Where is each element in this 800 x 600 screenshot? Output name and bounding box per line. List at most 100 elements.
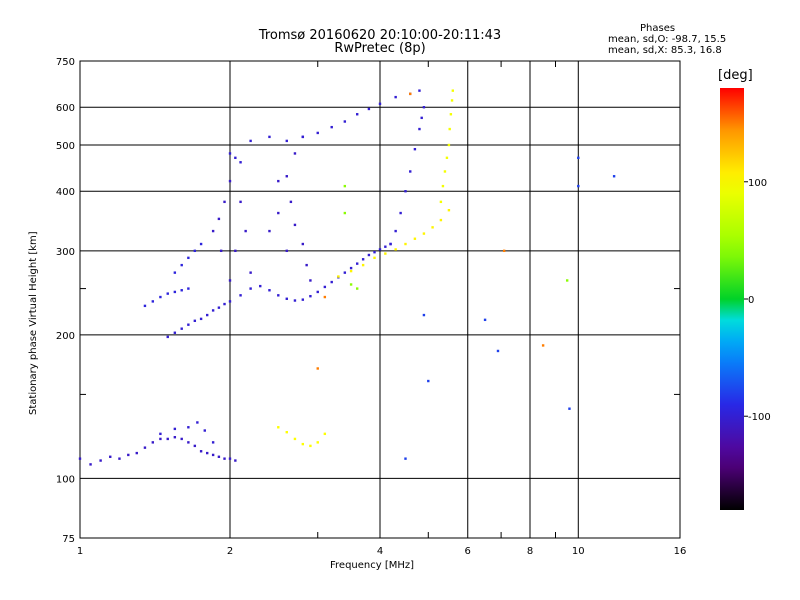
data-point <box>309 279 312 282</box>
data-point <box>293 152 297 155</box>
colorbar-tick-label: 0 <box>748 295 754 306</box>
stats-heading: Phases <box>640 23 676 34</box>
data-point <box>193 249 197 253</box>
colorbar <box>720 88 744 510</box>
data-point <box>349 269 353 273</box>
x-tick-label: 1 <box>77 546 83 557</box>
data-point <box>166 292 169 295</box>
data-point <box>447 143 451 147</box>
data-point <box>293 223 297 227</box>
data-point <box>173 290 177 294</box>
data-point <box>277 426 280 429</box>
data-point <box>389 242 392 246</box>
data-point <box>502 249 506 253</box>
data-point <box>187 323 190 326</box>
data-point <box>223 302 226 306</box>
data-point <box>361 263 365 267</box>
x-axis-label: Frequency [MHz] <box>330 560 415 571</box>
data-point <box>159 437 162 441</box>
data-point <box>234 459 237 462</box>
data-point <box>301 242 305 246</box>
data-point <box>404 457 407 460</box>
data-point <box>285 175 288 178</box>
data-point <box>159 432 162 436</box>
data-point <box>418 89 421 92</box>
data-point <box>305 263 308 267</box>
data-point <box>285 139 288 143</box>
data-point <box>166 437 169 441</box>
y-tick-label: 400 <box>56 187 75 198</box>
data-point <box>199 450 203 453</box>
data-point <box>422 106 426 109</box>
data-point <box>409 92 412 96</box>
data-point <box>373 256 376 260</box>
data-point <box>259 284 262 288</box>
data-point <box>228 179 232 183</box>
data-point <box>205 451 209 455</box>
data-point <box>285 249 288 253</box>
data-point <box>316 441 319 444</box>
series-f1-upper-branch <box>173 242 203 274</box>
y-tick-label: 100 <box>56 474 75 485</box>
data-point <box>180 437 183 441</box>
data-point <box>316 367 319 370</box>
series-f2-steep-o <box>389 106 426 246</box>
x-tick-label: 2 <box>227 546 233 557</box>
data-point <box>349 266 353 270</box>
stats-line-o: mean, sd,O: -98.7, 15.5 <box>608 34 727 45</box>
data-point <box>330 125 333 129</box>
data-point <box>159 295 162 299</box>
data-point <box>109 455 112 458</box>
data-point <box>450 99 454 102</box>
data-point <box>316 290 319 294</box>
data-point <box>427 379 430 383</box>
data-point <box>89 463 92 466</box>
data-point <box>268 229 271 233</box>
data-point <box>323 285 327 289</box>
data-point <box>355 262 359 265</box>
data-point <box>409 170 412 173</box>
data-point <box>239 161 242 164</box>
data-point <box>219 249 223 253</box>
colorbar-tick-label: 100 <box>748 178 767 189</box>
data-point <box>211 453 215 457</box>
series-f1-trace-o <box>166 242 392 339</box>
colorbar-tick-label: -100 <box>748 412 771 423</box>
data-point <box>199 317 203 321</box>
data-point <box>268 135 271 139</box>
data-point <box>228 300 232 303</box>
data-point <box>277 179 280 183</box>
data-point <box>413 237 417 240</box>
data-point <box>234 156 237 160</box>
data-point <box>349 283 353 286</box>
data-point <box>180 327 183 330</box>
data-point <box>384 252 387 255</box>
data-point <box>217 455 221 458</box>
x-tick-label: 8 <box>527 546 533 557</box>
data-point <box>239 200 242 204</box>
data-point <box>483 318 487 322</box>
data-point <box>378 248 382 251</box>
data-point <box>343 211 347 215</box>
series-scattered-warm-echoes <box>316 92 545 370</box>
data-point <box>447 208 451 212</box>
data-point <box>223 457 226 460</box>
data-point <box>217 306 221 309</box>
data-point <box>187 287 190 290</box>
data-point <box>143 304 147 308</box>
data-point <box>244 229 247 233</box>
y-tick-label: 300 <box>56 247 75 258</box>
data-point <box>187 441 190 444</box>
data-point <box>323 432 327 436</box>
data-point <box>151 300 155 303</box>
data-point <box>239 294 242 297</box>
data-point <box>451 89 455 92</box>
series-e-layer-trace-o <box>78 436 237 466</box>
data-point <box>541 344 545 347</box>
data-point <box>301 298 305 301</box>
data-point <box>568 407 571 410</box>
data-point <box>355 287 359 290</box>
data-point <box>118 457 121 460</box>
data-point <box>289 200 293 204</box>
